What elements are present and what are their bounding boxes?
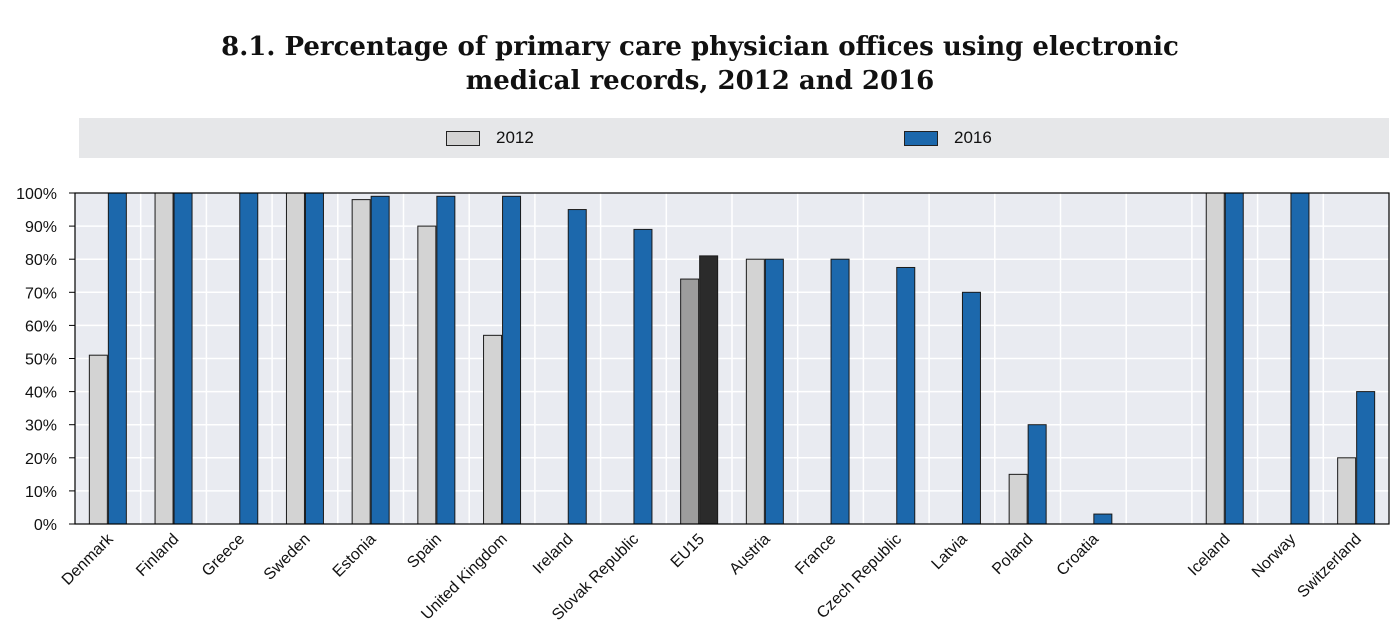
bar-2012-denmark [88, 354, 108, 525]
y-tick-label: 90% [25, 219, 57, 236]
x-tick-label: Finland [133, 531, 182, 580]
x-tick-label: EU15 [668, 531, 708, 571]
legend-item-2012: 2012 [446, 118, 534, 158]
x-tick-label: Ireland [530, 531, 577, 578]
bar-2016-latvia [961, 291, 981, 525]
bar-2016-sweden [304, 192, 324, 525]
bar-2016-czech-republic [896, 266, 916, 525]
bar-2012-eu15 [680, 278, 700, 525]
x-tick-label: Estonia [330, 531, 380, 581]
bar-2012-sweden [285, 192, 305, 525]
y-tick-label: 10% [25, 484, 57, 501]
bar-2016-finland [173, 192, 193, 525]
bar-2012-iceland [1205, 192, 1225, 525]
bar-2016-denmark [107, 192, 127, 525]
x-tick-label: Greece [199, 531, 248, 580]
bar-2016-spain [436, 195, 456, 525]
x-tick-label: Poland [989, 531, 1036, 578]
legend-swatch-2016 [904, 130, 938, 146]
chart-title-line-1: 8.1. Percentage of primary care physicia… [221, 32, 1179, 62]
bar-2012-united-kingdom [483, 334, 503, 525]
legend-swatch-2012 [446, 130, 480, 146]
x-tick-label: France [792, 531, 839, 578]
y-tick-label: 40% [25, 385, 57, 402]
bar-2012-switzerland [1337, 457, 1357, 525]
bar-2016-greece [239, 192, 259, 525]
bar-2016-norway [1290, 192, 1310, 525]
x-tick-label: Spain [404, 531, 445, 572]
x-tick-label: Latvia [929, 531, 971, 573]
x-tick-label: Switzerland [1294, 531, 1365, 602]
bar-2016-switzerland [1356, 391, 1376, 525]
bar-2016-slovak-republic [633, 228, 653, 525]
x-tick-label: Denmark [59, 530, 118, 589]
y-tick-label: 100% [16, 186, 57, 203]
bar-2016-croatia [1093, 513, 1113, 525]
bar-2016-austria [764, 258, 784, 525]
bar-2012-poland [1008, 473, 1028, 525]
plot-frame [74, 192, 1390, 525]
x-tick-label: Austria [726, 531, 773, 578]
bar-2016-poland [1027, 424, 1047, 525]
bar-2016-united-kingdom [502, 195, 522, 525]
x-tick-label: Sweden [261, 531, 314, 584]
bar-2016-ireland [567, 209, 587, 525]
bar-2016-eu15 [699, 255, 719, 525]
y-tick-label: 30% [25, 418, 57, 435]
y-tick-label: 50% [25, 352, 57, 369]
chart-title: 8.1. Percentage of primary care physicia… [0, 30, 1392, 98]
x-tick-label: Croatia [1054, 531, 1103, 580]
y-tick-label: 20% [25, 451, 57, 468]
bar-2012-spain [417, 225, 437, 525]
bar-2016-france [830, 258, 850, 525]
bar-2016-iceland [1224, 192, 1244, 525]
bar-2012-finland [154, 192, 174, 525]
bar-2016-estonia [370, 195, 390, 525]
y-tick-label: 80% [25, 252, 57, 269]
bar-2012-austria [745, 258, 765, 525]
chart-title-line-2: medical records, 2012 and 2016 [465, 66, 935, 96]
legend-item-2016: 2016 [904, 118, 992, 158]
x-tick-label: Iceland [1185, 531, 1234, 580]
x-tick-label: Norway [1249, 531, 1299, 581]
legend-label-2016: 2016 [954, 128, 992, 147]
legend: 2012 2016 [79, 118, 1389, 158]
bar-2012-estonia [351, 199, 371, 525]
y-tick-label: 0% [34, 517, 57, 534]
legend-label-2012: 2012 [496, 128, 534, 147]
y-tick-label: 60% [25, 318, 57, 335]
y-tick-label: 70% [25, 285, 57, 302]
